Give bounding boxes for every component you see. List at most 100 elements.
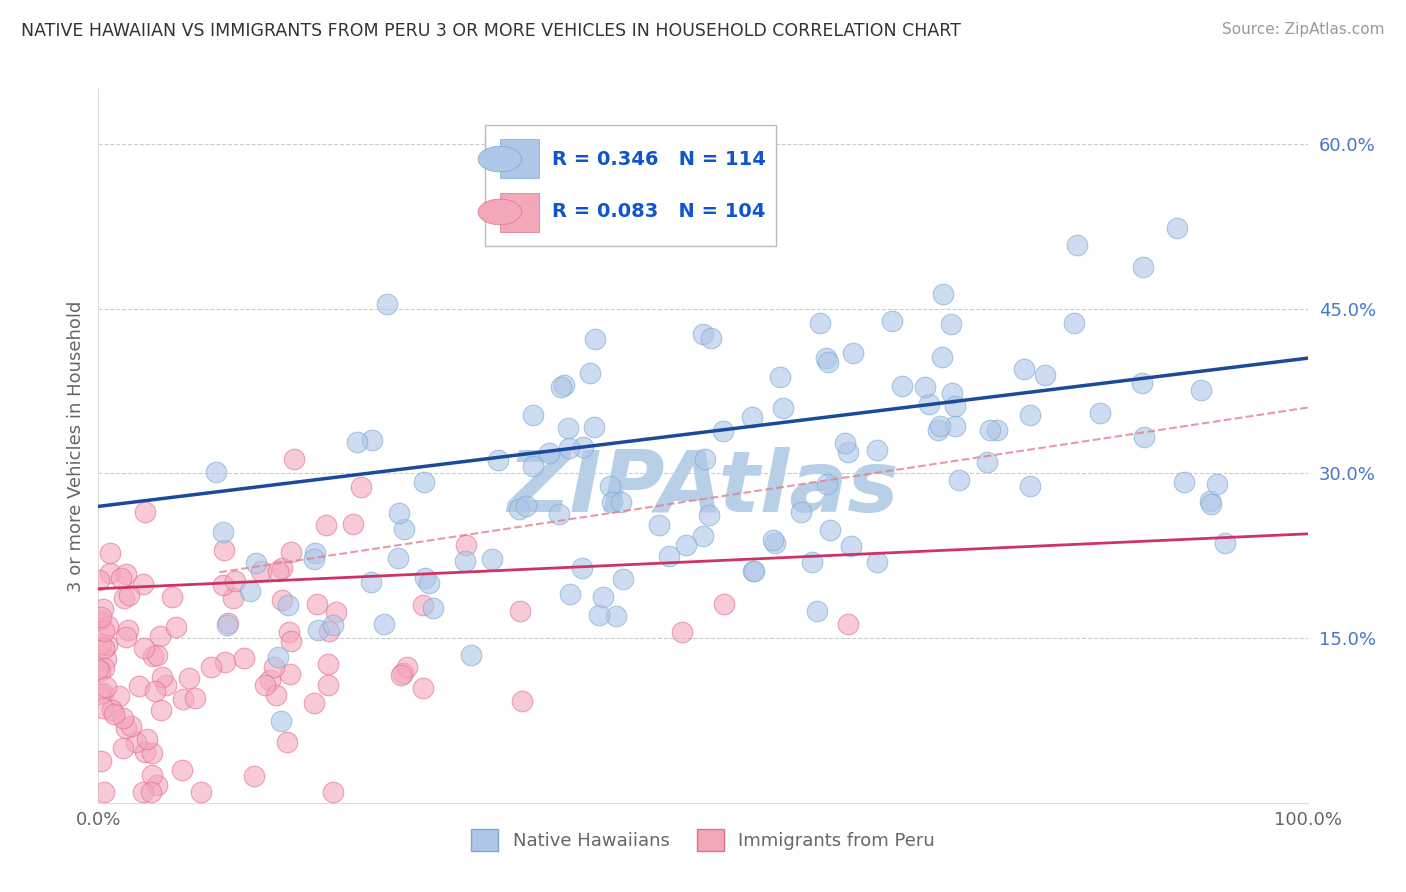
Point: [914, 380, 936, 394]
Point: [647, 518, 669, 533]
Point: [120, 719, 142, 733]
Point: [571, 561, 593, 575]
Point: [842, 345, 865, 359]
Point: [132, 785, 155, 799]
Point: [801, 555, 824, 569]
Point: [128, 679, 150, 693]
Point: [267, 564, 290, 578]
Point: [412, 681, 434, 696]
Point: [160, 590, 183, 604]
Point: [413, 571, 436, 585]
Point: [387, 551, 409, 566]
Point: [820, 523, 842, 537]
Point: [114, 722, 136, 736]
Point: [948, 473, 970, 487]
Point: [392, 666, 415, 681]
Point: [146, 778, 169, 792]
Point: [1132, 260, 1154, 274]
Point: [217, 616, 239, 631]
Point: [263, 659, 285, 673]
Point: [101, 703, 124, 717]
Point: [582, 419, 605, 434]
Point: [214, 655, 236, 669]
Point: [418, 576, 440, 591]
Point: [172, 691, 194, 706]
Point: [91, 601, 114, 615]
Point: [1199, 497, 1222, 511]
Point: [671, 625, 693, 640]
Point: [1205, 477, 1227, 491]
Point: [932, 287, 955, 301]
Point: [96, 638, 118, 652]
Point: [134, 746, 156, 760]
Point: [94, 680, 117, 694]
Point: [276, 735, 298, 749]
Point: [939, 318, 962, 332]
Point: [592, 590, 614, 604]
Point: [170, 763, 193, 777]
Point: [834, 435, 856, 450]
Point: [112, 710, 135, 724]
Point: [90, 610, 112, 624]
Point: [772, 401, 794, 416]
Point: [560, 587, 582, 601]
Point: [233, 651, 256, 665]
Point: [302, 697, 325, 711]
Point: [412, 475, 434, 489]
Point: [111, 740, 134, 755]
Point: [165, 619, 187, 633]
Point: [93, 785, 115, 799]
Point: [87, 573, 110, 587]
Point: [90, 754, 112, 768]
Point: [117, 623, 139, 637]
Point: [558, 441, 581, 455]
Bar: [485, 125, 776, 246]
Point: [342, 516, 364, 531]
Point: [769, 370, 792, 384]
Point: [412, 598, 434, 612]
Point: [280, 634, 302, 648]
Point: [931, 350, 953, 364]
Point: [1018, 409, 1040, 423]
Point: [212, 578, 235, 592]
Point: [212, 542, 235, 557]
Point: [692, 529, 714, 543]
Point: [388, 506, 411, 520]
Point: [375, 297, 398, 311]
Point: [658, 549, 681, 563]
Point: [454, 554, 477, 568]
Point: [1066, 238, 1088, 252]
Point: [481, 552, 503, 566]
Point: [89, 687, 111, 701]
Point: [89, 665, 111, 679]
Point: [1033, 368, 1056, 382]
Text: R = 0.346   N = 114: R = 0.346 N = 114: [551, 150, 766, 169]
Point: [986, 424, 1008, 438]
Point: [125, 735, 148, 749]
Point: [304, 552, 326, 566]
Point: [583, 332, 606, 346]
Point: [245, 557, 267, 571]
Legend: Native Hawaiians, Immigrants from Peru: Native Hawaiians, Immigrants from Peru: [464, 822, 942, 858]
Point: [1173, 475, 1195, 489]
Point: [741, 409, 763, 424]
Point: [360, 575, 382, 590]
Point: [132, 576, 155, 591]
Point: [87, 663, 110, 677]
Point: [224, 574, 246, 588]
Point: [1130, 376, 1153, 390]
Point: [304, 546, 326, 560]
Point: [742, 564, 765, 578]
Point: [114, 567, 136, 582]
Point: [361, 433, 384, 447]
Point: [929, 418, 952, 433]
Point: [1166, 221, 1188, 235]
Point: [460, 648, 482, 663]
Point: [149, 629, 172, 643]
Point: [537, 445, 560, 459]
Point: [927, 424, 949, 438]
Point: [609, 495, 631, 509]
Bar: [501, 193, 538, 232]
Text: Source: ZipAtlas.com: Source: ZipAtlas.com: [1222, 22, 1385, 37]
Point: [509, 604, 531, 618]
